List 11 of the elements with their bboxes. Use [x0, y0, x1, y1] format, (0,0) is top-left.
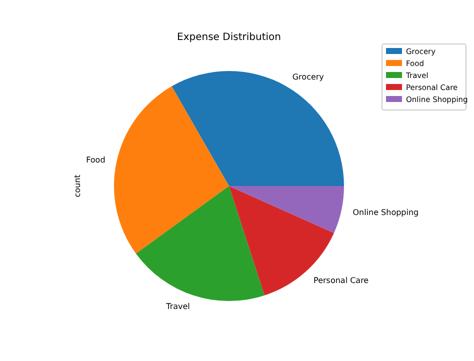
- slice-label: Food: [86, 155, 106, 164]
- pie-slice: [136, 186, 265, 301]
- text: count: [73, 174, 82, 198]
- slice-label: Online Shopping: [352, 208, 419, 218]
- chart-title: Expense Distribution: [177, 32, 281, 43]
- pie-slice: [114, 86, 229, 254]
- slice-label: Grocery: [292, 72, 324, 82]
- slice-label: Personal Care: [314, 276, 369, 285]
- pie-slice: [229, 186, 344, 233]
- pie-slice: [172, 71, 344, 186]
- slice-label: Travel: [165, 302, 190, 312]
